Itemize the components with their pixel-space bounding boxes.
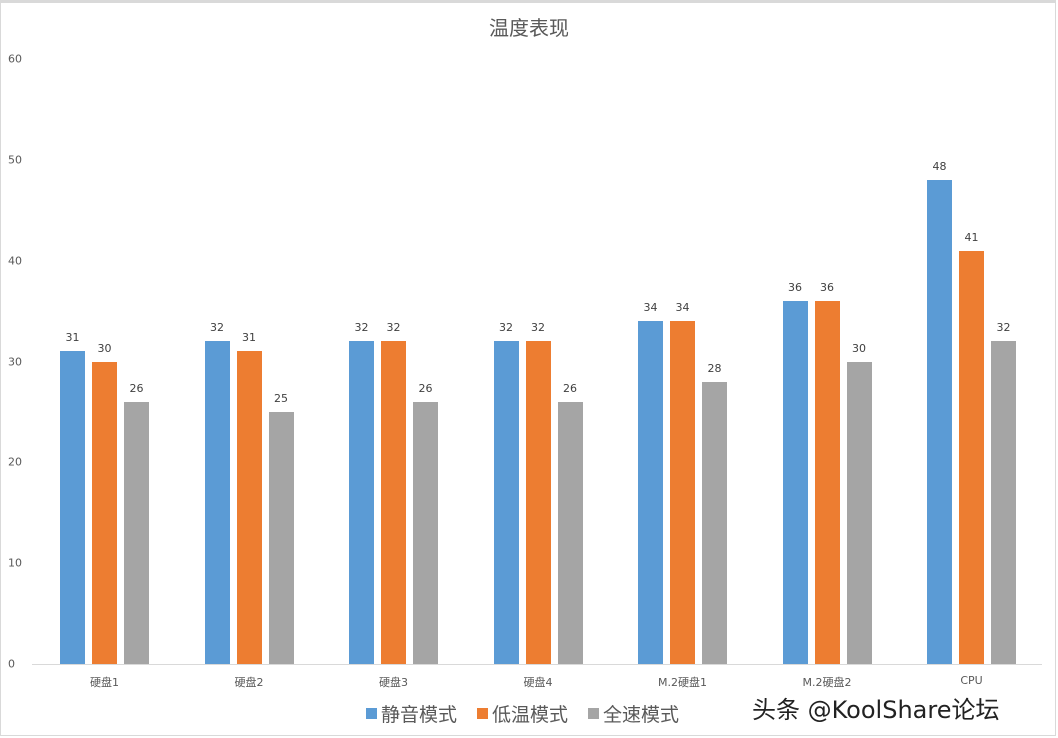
bar bbox=[60, 351, 85, 664]
data-label: 26 bbox=[418, 381, 433, 395]
bar bbox=[702, 381, 727, 664]
watermark: 头条 @KoolShare论坛 bbox=[752, 696, 1000, 724]
bar bbox=[268, 411, 294, 664]
x-category-label: M.2硬盘1 bbox=[658, 676, 707, 689]
data-label: 32 bbox=[996, 321, 1011, 335]
bar bbox=[638, 321, 663, 664]
data-label: 32 bbox=[386, 321, 401, 335]
data-label: 31 bbox=[242, 331, 256, 345]
data-label: 31 bbox=[65, 331, 80, 345]
bar bbox=[349, 341, 374, 664]
legend-item: 低温模式 bbox=[477, 700, 568, 727]
x-category-label: M.2硬盘2 bbox=[802, 676, 852, 689]
x-category-label: 硬盘3 bbox=[379, 676, 408, 689]
data-label: 26 bbox=[129, 381, 144, 395]
bar bbox=[959, 250, 984, 664]
bar bbox=[991, 341, 1016, 664]
y-tick-label: 0 bbox=[8, 657, 15, 671]
data-label: 25 bbox=[274, 391, 288, 405]
data-label: 41 bbox=[964, 230, 979, 244]
bar bbox=[782, 301, 808, 664]
data-label: 28 bbox=[707, 361, 722, 375]
data-label: 48 bbox=[932, 160, 947, 174]
bar bbox=[846, 361, 872, 664]
bar bbox=[814, 301, 840, 664]
x-category-label: 硬盘4 bbox=[523, 676, 553, 689]
data-label: 34 bbox=[643, 301, 658, 315]
y-tick-label: 60 bbox=[8, 52, 22, 66]
bar bbox=[124, 401, 149, 664]
x-category-label: CPU bbox=[960, 674, 983, 687]
data-label: 36 bbox=[820, 281, 834, 294]
y-tick-label: 40 bbox=[8, 254, 22, 268]
legend-label: 全速模式 bbox=[603, 704, 680, 726]
x-category-label: 硬盘2 bbox=[234, 676, 264, 689]
data-label: 30 bbox=[852, 341, 866, 355]
legend-label: 静音模式 bbox=[381, 704, 458, 726]
bar bbox=[927, 180, 952, 664]
legend-item: 全速模式 bbox=[588, 700, 679, 727]
bar bbox=[204, 341, 230, 664]
bar bbox=[557, 401, 583, 664]
legend-label: 低温模式 bbox=[492, 704, 569, 726]
data-label: 36 bbox=[788, 281, 802, 294]
data-label: 32 bbox=[210, 321, 224, 335]
legend: 静音模式 低温模式 全速模式 bbox=[366, 700, 679, 727]
legend-swatch-icon bbox=[477, 708, 489, 719]
x-axis-line bbox=[32, 664, 1042, 665]
bar bbox=[493, 341, 519, 664]
y-tick-label: 20 bbox=[8, 455, 22, 469]
bar bbox=[236, 351, 262, 664]
bar bbox=[92, 361, 117, 664]
legend-item: 静音模式 bbox=[366, 700, 457, 727]
legend-swatch-icon bbox=[588, 708, 600, 719]
chart-title: 温度表现 bbox=[489, 16, 569, 40]
x-category-label: 硬盘1 bbox=[90, 676, 119, 689]
legend-swatch-icon bbox=[366, 708, 377, 719]
data-label: 30 bbox=[97, 341, 112, 355]
y-tick-label: 50 bbox=[8, 153, 22, 167]
y-tick-label: 30 bbox=[8, 355, 22, 368]
data-label: 32 bbox=[354, 321, 369, 335]
data-label: 26 bbox=[563, 381, 577, 395]
data-label: 34 bbox=[675, 301, 690, 315]
y-tick-label: 10 bbox=[8, 556, 22, 570]
bar bbox=[413, 401, 438, 664]
bar bbox=[381, 341, 406, 664]
data-label: 32 bbox=[531, 321, 545, 335]
bar bbox=[525, 341, 551, 664]
bar bbox=[670, 321, 695, 664]
data-label: 32 bbox=[499, 321, 513, 335]
